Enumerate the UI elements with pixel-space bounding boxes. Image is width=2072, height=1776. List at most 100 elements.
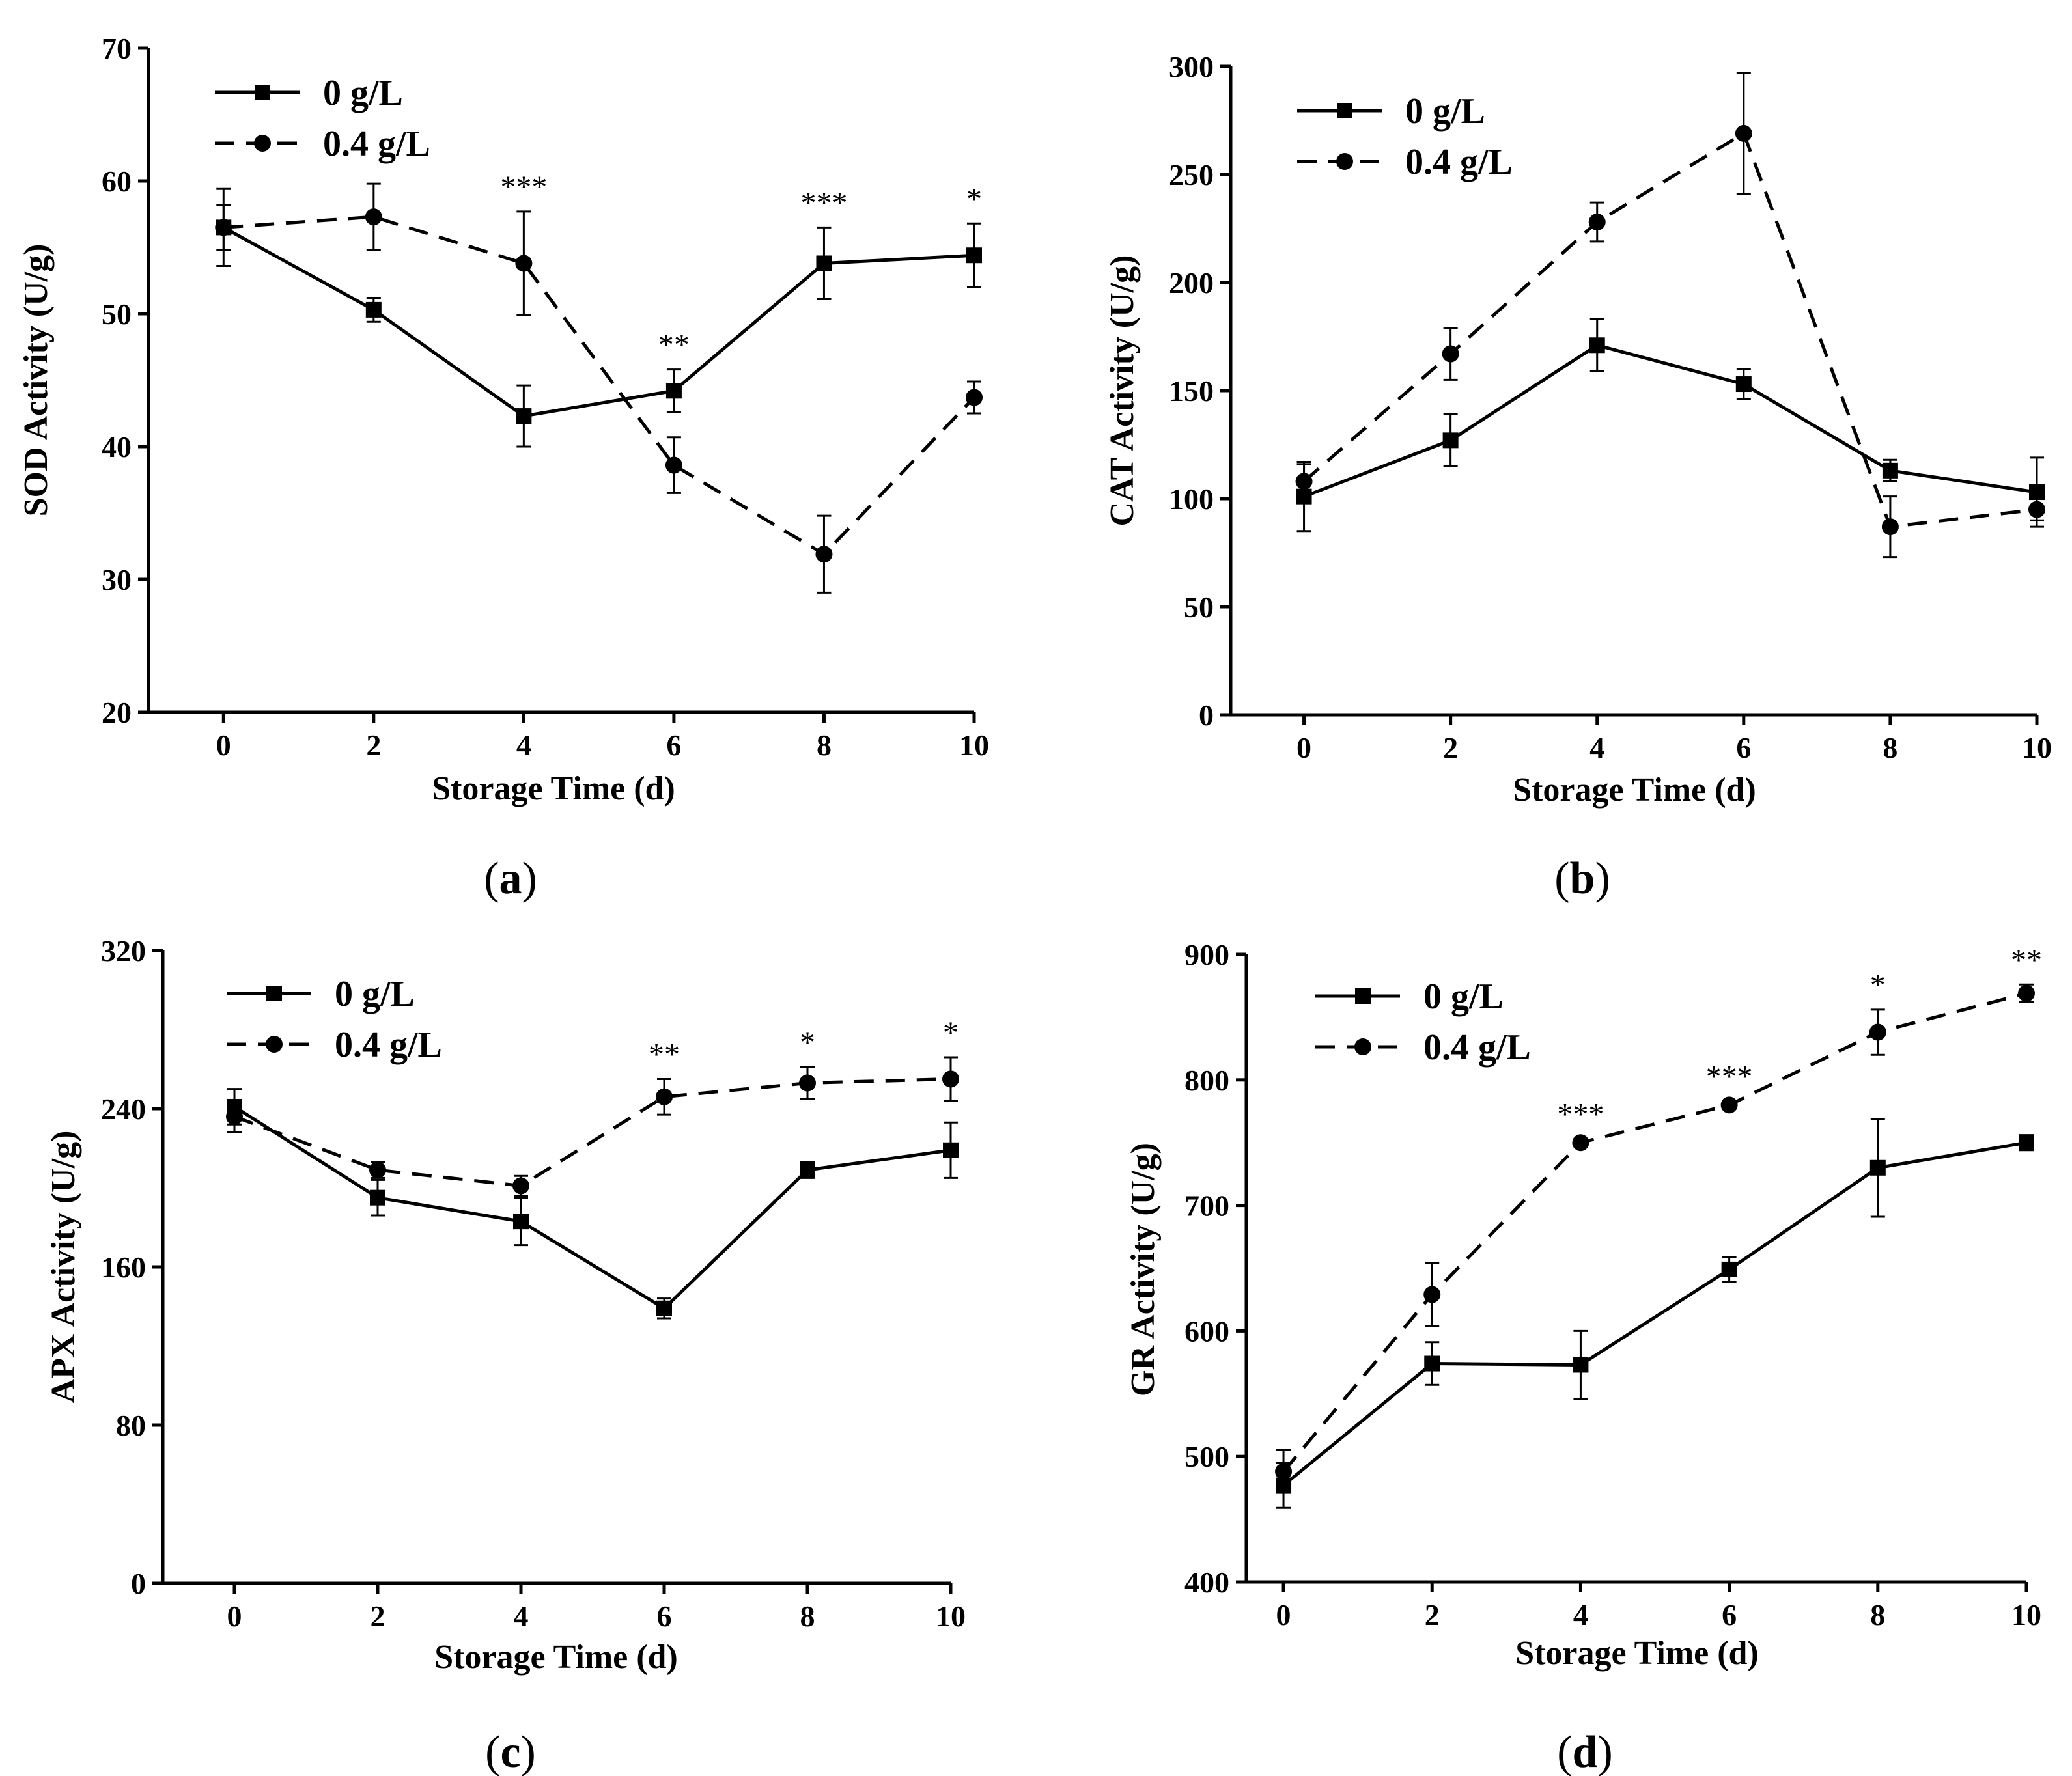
series-line-treated bbox=[234, 1077, 951, 1187]
data-point bbox=[1295, 473, 1313, 490]
data-point bbox=[1442, 432, 1459, 449]
data-point bbox=[665, 456, 682, 474]
data-point bbox=[1882, 462, 1898, 479]
series-line-treated bbox=[1302, 132, 2037, 529]
data-point bbox=[2028, 501, 2045, 518]
significance-label: *** bbox=[1557, 1097, 1604, 1131]
data-point bbox=[1735, 124, 1752, 142]
y-tick-label: 30 bbox=[102, 563, 132, 596]
legend-label: 0 g/L bbox=[323, 73, 403, 113]
x-tick-label: 4 bbox=[516, 728, 531, 762]
x-axis-title: Storage Time (d) bbox=[434, 1639, 678, 1676]
x-tick-label: 10 bbox=[936, 1600, 966, 1633]
data-point bbox=[942, 1070, 959, 1088]
y-axis-title: CAT Activity (U/g) bbox=[1104, 255, 1141, 527]
legend-label: 0.4 g/L bbox=[335, 1025, 442, 1065]
x-tick-label: 4 bbox=[514, 1600, 529, 1633]
data-point bbox=[1423, 1286, 1441, 1303]
significance-label: ** bbox=[649, 1037, 680, 1072]
y-axis-title: SOD Activity (U/g) bbox=[18, 244, 55, 517]
series-line-treated bbox=[1282, 992, 2027, 1473]
legend-label: 0.4 g/L bbox=[1423, 1027, 1531, 1068]
significance-label: * bbox=[943, 1016, 959, 1050]
significance-label: *** bbox=[1706, 1060, 1753, 1094]
y-tick-label: 80 bbox=[116, 1409, 146, 1442]
data-point bbox=[1721, 1261, 1737, 1277]
x-tick-label: 10 bbox=[959, 728, 989, 762]
data-point bbox=[513, 1214, 529, 1230]
data-point bbox=[966, 389, 983, 406]
data-point bbox=[966, 247, 982, 264]
data-point bbox=[226, 1108, 243, 1126]
x-tick-label: 2 bbox=[1425, 1598, 1440, 1631]
legend-marker bbox=[266, 1036, 283, 1053]
data-point bbox=[365, 301, 382, 318]
x-axis-title: Storage Time (d) bbox=[1515, 1635, 1759, 1672]
y-axis-title: GR Activity (U/g) bbox=[1125, 1143, 1162, 1396]
data-point bbox=[1735, 376, 1752, 393]
x-tick-label: 2 bbox=[1443, 731, 1458, 764]
legend-label: 0.4 g/L bbox=[323, 124, 430, 164]
data-point bbox=[515, 255, 533, 272]
y-tick-label: 900 bbox=[1184, 938, 1229, 971]
significance-label: *** bbox=[800, 186, 847, 220]
x-tick-label: 4 bbox=[1589, 731, 1604, 764]
significance-label: * bbox=[966, 182, 982, 216]
x-tick-label: 6 bbox=[1722, 1598, 1737, 1631]
data-point bbox=[1869, 1159, 1886, 1176]
y-tick-label: 250 bbox=[1169, 158, 1214, 191]
y-tick-label: 20 bbox=[102, 696, 132, 729]
y-tick-label: 50 bbox=[1184, 590, 1214, 624]
y-tick-label: 200 bbox=[1169, 266, 1214, 299]
y-tick-label: 70 bbox=[102, 32, 132, 65]
y-tick-label: 50 bbox=[102, 298, 132, 331]
series-line-treated bbox=[223, 215, 975, 556]
data-point bbox=[1588, 214, 1606, 231]
significance-label: * bbox=[800, 1025, 815, 1060]
x-axis-title: Storage Time (d) bbox=[432, 770, 675, 807]
panel-label: (a) bbox=[484, 853, 537, 904]
x-tick-label: 0 bbox=[216, 728, 231, 762]
y-tick-label: 150 bbox=[1169, 374, 1214, 408]
panel-b: 0 50 100 150 200 250 300 0 2 4 6 8 10 Storage Time (d… bbox=[1104, 50, 2052, 904]
data-point bbox=[370, 1189, 385, 1206]
x-tick-label: 10 bbox=[2011, 1598, 2041, 1631]
x-tick-label: 8 bbox=[817, 728, 832, 762]
x-tick-label: 0 bbox=[227, 1600, 242, 1633]
x-tick-label: 10 bbox=[2022, 731, 2052, 764]
x-tick-label: 6 bbox=[657, 1600, 672, 1633]
data-point bbox=[1589, 337, 1605, 354]
legend-marker bbox=[1336, 153, 1353, 170]
y-tick-label: 600 bbox=[1184, 1314, 1229, 1348]
legend-label: 0 g/L bbox=[335, 974, 415, 1014]
y-tick-label: 320 bbox=[101, 934, 146, 967]
data-point bbox=[816, 255, 832, 271]
data-point bbox=[1573, 1357, 1589, 1373]
data-point bbox=[1881, 518, 1899, 536]
panel-d: 400 500 600 700 800 900 0 2 4 6 8 10 Storage Time (d… bbox=[1125, 938, 2042, 1776]
data-point bbox=[656, 1300, 672, 1316]
legend-label: 0 g/L bbox=[1423, 977, 1504, 1017]
panel-a: 20 30 40 50 60 70 0 2 4 6 8 10 Storage Time (d) SOD A… bbox=[18, 32, 989, 904]
y-tick-label: 500 bbox=[1184, 1440, 1229, 1473]
data-point bbox=[1275, 1463, 1293, 1480]
data-point bbox=[943, 1142, 959, 1158]
data-point bbox=[512, 1177, 529, 1195]
x-tick-label: 6 bbox=[1736, 731, 1751, 764]
data-point bbox=[2018, 984, 2035, 1002]
y-tick-label: 240 bbox=[101, 1092, 146, 1126]
legend-marker bbox=[1337, 103, 1352, 118]
y-tick-label: 400 bbox=[1184, 1566, 1229, 1599]
data-point bbox=[799, 1074, 816, 1092]
legend-marker bbox=[266, 986, 282, 1001]
y-tick-label: 0 bbox=[1199, 699, 1214, 732]
data-point bbox=[815, 546, 833, 563]
x-tick-label: 0 bbox=[1296, 731, 1311, 764]
data-point bbox=[1869, 1023, 1886, 1041]
series-line-control bbox=[233, 1105, 951, 1311]
legend-marker bbox=[254, 135, 271, 152]
legend-label: 0.4 g/L bbox=[1405, 142, 1513, 182]
y-axis-title: APX Activity (U/g) bbox=[45, 1131, 82, 1404]
